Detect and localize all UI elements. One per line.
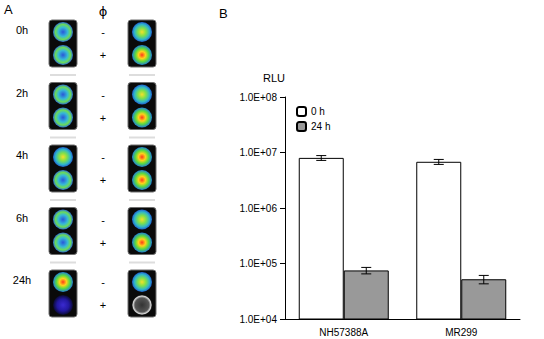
svg-text:ϕ: ϕ [99, 4, 108, 19]
svg-text:MR299: MR299 [445, 327, 478, 338]
svg-text:B: B [219, 6, 228, 21]
svg-text:+: + [100, 299, 106, 311]
svg-text:-: - [101, 89, 105, 101]
svg-text:+: + [100, 237, 106, 249]
svg-text:1.0E+04: 1.0E+04 [239, 314, 277, 325]
svg-text:+: + [100, 49, 106, 61]
svg-text:-: - [101, 151, 105, 163]
svg-text:+: + [100, 174, 106, 186]
svg-text:-: - [101, 26, 105, 38]
svg-text:6h: 6h [16, 212, 28, 224]
svg-text:-: - [101, 214, 105, 226]
svg-text:1.0E+05: 1.0E+05 [239, 258, 277, 269]
svg-text:0h: 0h [16, 24, 28, 36]
svg-text:RLU: RLU [263, 72, 285, 84]
svg-text:1.0E+06: 1.0E+06 [239, 203, 277, 214]
svg-text:+: + [100, 112, 106, 124]
svg-text:-: - [101, 276, 105, 288]
svg-text:4h: 4h [16, 149, 28, 161]
svg-text:24h: 24h [13, 274, 31, 286]
svg-text:A: A [4, 2, 13, 17]
svg-text:NH57388A: NH57388A [319, 327, 368, 338]
svg-text:2h: 2h [16, 87, 28, 99]
svg-text:24 h: 24 h [311, 121, 330, 132]
svg-text:0 h: 0 h [311, 106, 325, 117]
svg-text:1.0E+08: 1.0E+08 [239, 92, 277, 103]
svg-text:1.0E+07: 1.0E+07 [239, 147, 277, 158]
